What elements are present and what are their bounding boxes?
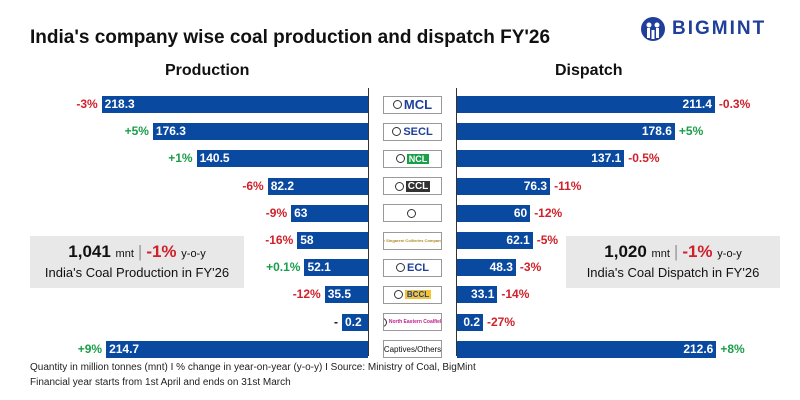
production-yoy-label: +0.1% <box>266 260 301 275</box>
production-bar-captivesothers: 214.7 <box>106 340 368 358</box>
coal-india-emblem-icon <box>393 290 403 300</box>
coal-india-emblem-icon <box>392 100 402 109</box>
production-bar-nec: 0.2 <box>342 313 368 331</box>
company-logo-text: Captives/Others <box>383 344 442 354</box>
company-logo-text: SECL <box>403 125 433 138</box>
production-unit: mnt <box>115 248 134 260</box>
company-logo-secl: SECL <box>383 122 442 141</box>
dispatch-caption: India's Coal Dispatch in FY'26 <box>586 265 760 280</box>
coal-india-emblem-icon <box>395 154 405 164</box>
company-logo-text: NCL <box>406 153 430 164</box>
production-bar-ncl: 140.5 <box>196 150 368 168</box>
dispatch-bar-captivesothers: 212.6 <box>457 340 717 358</box>
dispatch-yoy-label: -11% <box>554 178 582 193</box>
coal-india-emblem-icon <box>407 208 416 218</box>
dispatch-bar-sccl: 62.1 <box>457 232 533 249</box>
production-change-label: y-o-y <box>181 248 206 260</box>
dispatch-bar-wcl: 60 <box>457 204 531 222</box>
dispatch-yoy-label: +5% <box>678 124 704 139</box>
coal-india-emblem-icon <box>384 317 387 327</box>
production-bar-mcl: 218.3 <box>101 96 368 113</box>
company-logo-ncl: NCL <box>383 149 442 168</box>
dispatch-bar-ecl: 48.3 <box>457 259 516 277</box>
dispatch-yoy-label: -27% <box>487 314 516 329</box>
production-bar-sccl: 58 <box>297 232 368 249</box>
company-logo-bccl: BCCL <box>383 285 442 304</box>
dispatch-yoy-label: -5% <box>536 233 559 247</box>
production-change: -1% <box>146 242 177 261</box>
dispatch-change-label: y-o-y <box>717 248 742 260</box>
production-bar-secl: 176.3 <box>152 123 368 141</box>
production-yoy-label: +5% <box>124 124 149 139</box>
dispatch-yoy-label: -0.3% <box>718 97 751 111</box>
company-logo-text: CCL <box>405 180 431 192</box>
company-logo-ccl: CCL <box>383 177 442 196</box>
dispatch-bar-ccl: 76.3 <box>457 177 551 195</box>
production-bar-bccl: 35.5 <box>324 286 368 304</box>
dispatch-bar-bccl: 33.1 <box>457 286 498 304</box>
company-logo-text: North Eastern Coalfields <box>388 319 442 326</box>
company-logo-wcl <box>383 204 442 223</box>
company-logo-captivesothers: Captives/Others <box>383 340 442 359</box>
company-logo-ecl: ECL <box>383 258 442 277</box>
dispatch-unit: mnt <box>651 248 670 260</box>
production-yoy-label: +9% <box>77 341 103 356</box>
company-logo-mcl: MCL <box>383 95 442 114</box>
production-yoy-label: -12% <box>292 287 321 302</box>
dispatch-axis <box>456 88 457 356</box>
dispatch-yoy-label: -12% <box>534 205 563 220</box>
dispatch-bar-ncl: 137.1 <box>457 150 625 168</box>
company-logo-text: The Singareni Collieries Company Limited <box>384 238 442 243</box>
company-logo-nec: North Eastern Coalfields <box>383 313 442 332</box>
production-bar-wcl: 63 <box>291 204 368 222</box>
dispatch-yoy-label: -0.5% <box>628 151 660 166</box>
company-logo-text: BCCL <box>404 290 432 300</box>
dispatch-yoy-label: +8% <box>720 341 745 356</box>
production-axis <box>368 88 369 356</box>
brand-logo: BIGMINT <box>640 16 766 42</box>
brand-name: BIGMINT <box>672 18 767 39</box>
dispatch-yoy-label: -3% <box>519 260 542 275</box>
dispatch-total: 1,020 <box>604 242 647 261</box>
company-logo-text: MCL <box>403 97 433 112</box>
dispatch-yoy-label: -14% <box>501 287 530 302</box>
company-logo-sccl: The Singareni Collieries Company Limited <box>383 231 442 250</box>
separator: | <box>673 242 679 261</box>
company-logo-text: ECL <box>407 261 429 274</box>
production-yoy-label: -3% <box>76 97 98 111</box>
dispatch-bar-nec: 0.2 <box>457 313 483 331</box>
separator: | <box>137 242 143 261</box>
bigmint-logo-icon <box>641 17 665 41</box>
dispatch-bar-secl: 178.6 <box>457 123 675 141</box>
dispatch-change: -1% <box>682 242 713 261</box>
production-header: Production <box>165 62 250 79</box>
production-bar-ccl: 82.2 <box>267 177 368 195</box>
coal-india-emblem-icon <box>396 263 405 273</box>
coal-india-emblem-icon <box>392 127 402 137</box>
production-summary: 1,041 mnt | -1% y-o-y India's Coal Product… <box>30 236 244 288</box>
production-yoy-label: - <box>334 314 338 329</box>
production-total: 1,041 <box>68 242 111 261</box>
production-yoy-label: -6% <box>242 178 264 193</box>
production-yoy-label: +1% <box>168 151 193 166</box>
production-caption: India's Coal Production in FY'26 <box>44 265 230 280</box>
chart-title: India's company wise coal production and… <box>30 27 551 48</box>
production-bar-ecl: 52.1 <box>304 259 368 277</box>
production-yoy-label: -16% <box>265 233 294 247</box>
footnote-fy: Financial year starts from 1st April and… <box>30 377 291 388</box>
dispatch-bar-mcl: 211.4 <box>457 96 715 113</box>
dispatch-summary: 1,020 mnt | -1% y-o-y India's Coal Dispatc… <box>566 236 780 288</box>
dispatch-header: Dispatch <box>555 62 623 79</box>
coal-india-emblem-icon <box>394 181 404 191</box>
footnote-source: Quantity in million tonnes (mnt) I % cha… <box>30 362 476 373</box>
production-yoy-label: -9% <box>265 205 288 220</box>
